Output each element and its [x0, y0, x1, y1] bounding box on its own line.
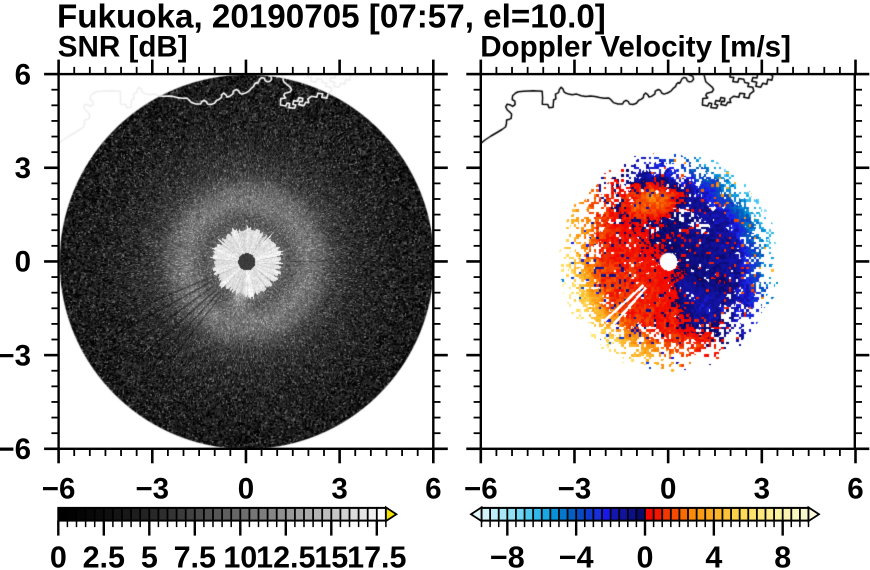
- svg-text:2.5: 2.5: [83, 541, 125, 570]
- svg-text:4: 4: [705, 541, 722, 570]
- svg-text:−6: −6: [464, 473, 498, 506]
- svg-text:Doppler Velocity [m/s]: Doppler Velocity [m/s]: [480, 31, 791, 64]
- svg-text:5: 5: [141, 541, 158, 570]
- svg-text:7.5: 7.5: [174, 541, 216, 570]
- svg-text:−8: −8: [490, 541, 525, 570]
- svg-text:Fukuoka, 20190705 [07:57, el=1: Fukuoka, 20190705 [07:57, el=10.0]: [57, 0, 606, 36]
- svg-text:3: 3: [754, 473, 770, 506]
- svg-text:12.5: 12.5: [256, 541, 315, 570]
- svg-text:−3: −3: [0, 339, 31, 372]
- svg-text:3: 3: [15, 152, 31, 185]
- svg-text:6: 6: [15, 58, 31, 91]
- svg-text:0: 0: [637, 541, 654, 570]
- svg-text:6: 6: [847, 473, 863, 506]
- svg-text:15: 15: [314, 541, 348, 570]
- svg-text:0: 0: [238, 473, 254, 506]
- svg-text:17.5: 17.5: [347, 541, 406, 570]
- svg-text:−4: −4: [559, 541, 594, 570]
- svg-text:0: 0: [660, 473, 676, 506]
- svg-text:SNR [dB]: SNR [dB]: [58, 31, 188, 64]
- svg-text:3: 3: [331, 473, 347, 506]
- svg-text:8: 8: [774, 541, 791, 570]
- svg-text:0: 0: [50, 541, 67, 570]
- svg-text:−6: −6: [0, 433, 31, 466]
- svg-text:−3: −3: [135, 473, 169, 506]
- svg-text:10: 10: [223, 541, 257, 570]
- svg-text:0: 0: [15, 246, 31, 279]
- svg-text:−3: −3: [558, 473, 592, 506]
- svg-text:6: 6: [425, 473, 441, 506]
- svg-text:−6: −6: [42, 473, 76, 506]
